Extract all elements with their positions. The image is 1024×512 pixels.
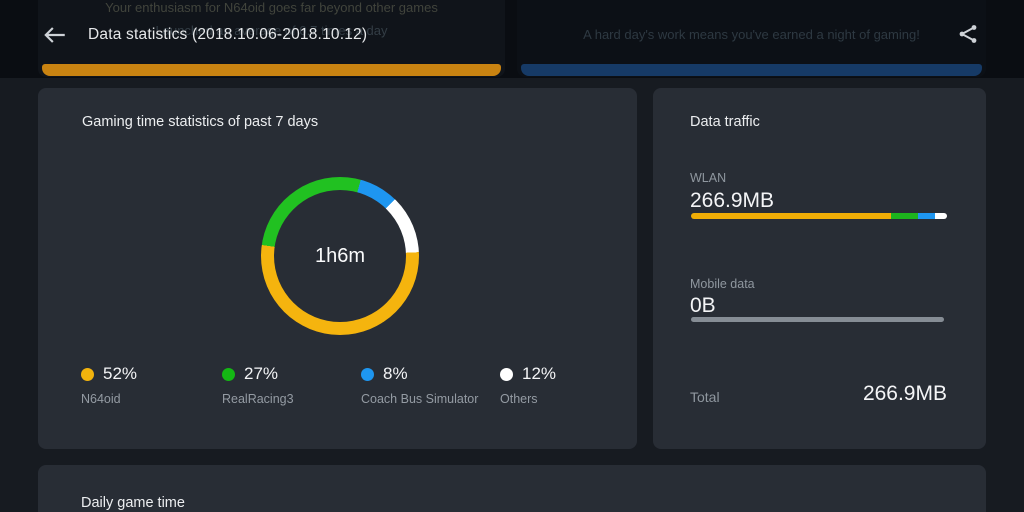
legend-dot-yellow bbox=[81, 367, 94, 381]
legend-label: Others bbox=[500, 392, 538, 406]
mobile-data-value: 0B bbox=[690, 294, 716, 317]
donut-hole: 1h6m bbox=[274, 190, 406, 322]
share-button[interactable] bbox=[956, 21, 984, 49]
app-header: Your enthusiasm for N64oid goes far beyo… bbox=[0, 0, 1024, 78]
legend-label: N64oid bbox=[81, 392, 121, 406]
legend-pct: 27% bbox=[244, 364, 279, 383]
legend-dot-white bbox=[500, 367, 513, 381]
arrow-left-icon bbox=[40, 27, 70, 52]
legend-item-coach-bus-simulator: 8% Coach Bus Simulator bbox=[361, 364, 478, 406]
daily-card-title: Daily game time bbox=[81, 495, 185, 511]
yellow-progress-bar bbox=[42, 64, 501, 76]
legend-dot-green bbox=[222, 367, 235, 381]
traffic-card-title: Data traffic bbox=[690, 114, 760, 130]
back-button[interactable] bbox=[40, 22, 74, 50]
page-title: Data statistics (2018.10.06-2018.10.12) bbox=[88, 26, 368, 43]
mobile-data-bar bbox=[691, 317, 944, 322]
hard-day-text: A hard day's work means you've earned a … bbox=[583, 27, 920, 42]
bar-segment-realracing3 bbox=[890, 213, 918, 219]
legend-pct: 8% bbox=[383, 364, 408, 383]
scrolled-card-enthusiasm: Your enthusiasm for N64oid goes far beyo… bbox=[38, 0, 505, 77]
legend-pct: 12% bbox=[522, 364, 557, 383]
bar-segment-others bbox=[935, 213, 947, 219]
donut-chart: 1h6m bbox=[261, 177, 419, 335]
gaming-card-title: Gaming time statistics of past 7 days bbox=[82, 114, 319, 130]
top-app-bar: Data statistics (2018.10.06-2018.10.12) bbox=[0, 0, 1024, 70]
legend-label: Coach Bus Simulator bbox=[361, 392, 479, 406]
wlan-label: WLAN bbox=[690, 171, 727, 185]
blue-progress-bar bbox=[521, 64, 982, 76]
total-play-time: 1h6m bbox=[314, 244, 366, 267]
mobile-data-label: Mobile data bbox=[690, 277, 755, 291]
bar-segment-n64oid bbox=[691, 213, 891, 219]
legend-item-n64oid: 52% N64oid bbox=[81, 364, 137, 406]
legend-pct: 52% bbox=[103, 364, 138, 383]
gaming-time-card: Gaming time statistics of past 7 days 1h… bbox=[38, 88, 637, 449]
wlan-usage-bar bbox=[691, 213, 947, 219]
bar-segment-coach-bus bbox=[917, 213, 936, 219]
data-traffic-card: Data traffic WLAN 266.9MB Mobile data 0B… bbox=[653, 88, 986, 449]
scrolled-card-hard-day: A hard day's work means you've earned a … bbox=[517, 0, 986, 77]
legend-item-others: 12% Others bbox=[500, 364, 556, 406]
legend-item-realracing3: 27% RealRacing3 bbox=[222, 364, 294, 406]
launch-average-text: Launched an average of 0.7 times a day bbox=[155, 23, 388, 38]
wlan-value: 266.9MB bbox=[690, 189, 775, 212]
enthusiasm-text: Your enthusiasm for N64oid goes far beyo… bbox=[105, 0, 438, 15]
total-value: 266.9MB bbox=[862, 382, 947, 405]
legend-label: RealRacing3 bbox=[222, 392, 294, 406]
share-icon bbox=[956, 25, 980, 51]
legend-dot-blue bbox=[361, 367, 374, 381]
total-label: Total bbox=[690, 389, 720, 405]
daily-game-time-card: Daily game time bbox=[38, 465, 986, 512]
